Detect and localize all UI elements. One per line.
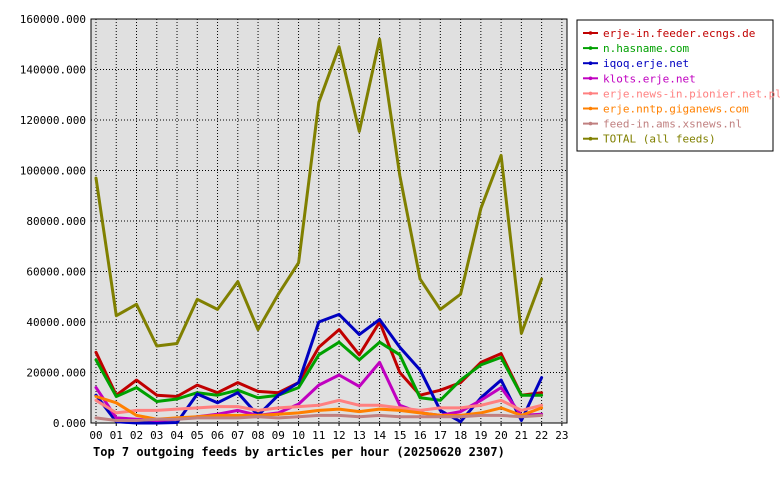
plot-frame	[90, 18, 568, 424]
x-tick-label: 16	[413, 429, 426, 442]
x-tick-label: 06	[211, 429, 224, 442]
x-tick-label: 20	[494, 429, 507, 442]
legend-items: erje-in.feeder.ecngs.de n.hasname.com iqoq…	[583, 27, 780, 146]
x-tick-label: 19	[474, 429, 487, 442]
y-tick-label: 60000.000	[26, 266, 86, 279]
series-line	[94, 340, 544, 403]
x-tick-label: 17	[434, 429, 447, 442]
x-tick-label: 12	[332, 429, 345, 442]
y-tick-label: 100000.000	[20, 165, 86, 178]
legend-label: iqoq.erje.net	[603, 57, 689, 70]
grid	[91, 19, 567, 423]
x-tick-label: 02	[130, 429, 143, 442]
chart-title: Top 7 outgoing feeds by articles per hou…	[93, 445, 505, 459]
legend-label: TOTAL (all feeds)	[603, 133, 716, 146]
y-axis: 0.000 20000.000 40000.000 60000.000 80000.00…	[20, 13, 86, 430]
x-tick-label: 13	[353, 429, 366, 442]
legend-marker	[588, 31, 593, 35]
x-tick-label: 21	[515, 429, 528, 442]
legend-label: erje.news-in.pionier.net.pl	[603, 87, 780, 100]
x-tick-label: 22	[535, 429, 548, 442]
x-tick-label: 03	[150, 429, 163, 442]
x-tick-label: 15	[393, 429, 406, 442]
legend-marker	[588, 76, 593, 81]
x-tick-label: 04	[170, 429, 184, 442]
legend-marker	[588, 121, 593, 126]
series	[94, 37, 544, 425]
legend-label: feed-in.ams.xsnews.nl	[603, 118, 742, 131]
legend-marker	[588, 106, 593, 111]
series-line	[94, 398, 544, 415]
x-tick-label: 14	[373, 429, 387, 442]
legend-marker	[588, 91, 593, 96]
y-tick-label: 20000.000	[26, 367, 86, 380]
legend: erje-in.feeder.ecngs.de n.hasname.com iqoq…	[576, 19, 780, 152]
legend-marker	[588, 46, 593, 50]
x-tick-label: 08	[251, 429, 264, 442]
x-tick-label: 18	[454, 429, 467, 442]
legend-box	[576, 19, 774, 152]
y-tick-label: 80000.000	[26, 215, 86, 228]
y-tick-label: 140000.000	[20, 64, 86, 77]
series-line	[94, 413, 544, 422]
x-tick-label: 23	[555, 429, 568, 442]
series-line	[94, 37, 544, 348]
legend-marker	[588, 136, 593, 141]
x-tick-label: 05	[191, 429, 204, 442]
legend-marker	[588, 61, 593, 65]
legend-label: n.hasname.com	[603, 42, 689, 55]
legend-label: erje.nntp.giganews.com	[603, 103, 749, 116]
x-tick-label: 11	[312, 429, 325, 442]
x-tick-label: 01	[110, 429, 123, 442]
legend-label: erje-in.feeder.ecngs.de	[603, 27, 755, 40]
y-tick-label: 120000.000	[20, 114, 86, 127]
y-tick-label: 160000.000	[20, 13, 86, 26]
x-tick-label: 07	[231, 429, 244, 442]
x-tick-label: 00	[89, 429, 102, 442]
x-axis: 00 01 02 03 04 05 06 07 08 09 10 11 12 13 14 15 16 17 18 19…	[89, 423, 568, 442]
legend-label: klots.erje.net	[603, 72, 696, 85]
y-tick-label: 0.000	[53, 417, 86, 430]
x-tick-label: 09	[272, 429, 285, 442]
y-tick-label: 40000.000	[26, 316, 86, 329]
x-tick-label: 10	[292, 429, 305, 442]
